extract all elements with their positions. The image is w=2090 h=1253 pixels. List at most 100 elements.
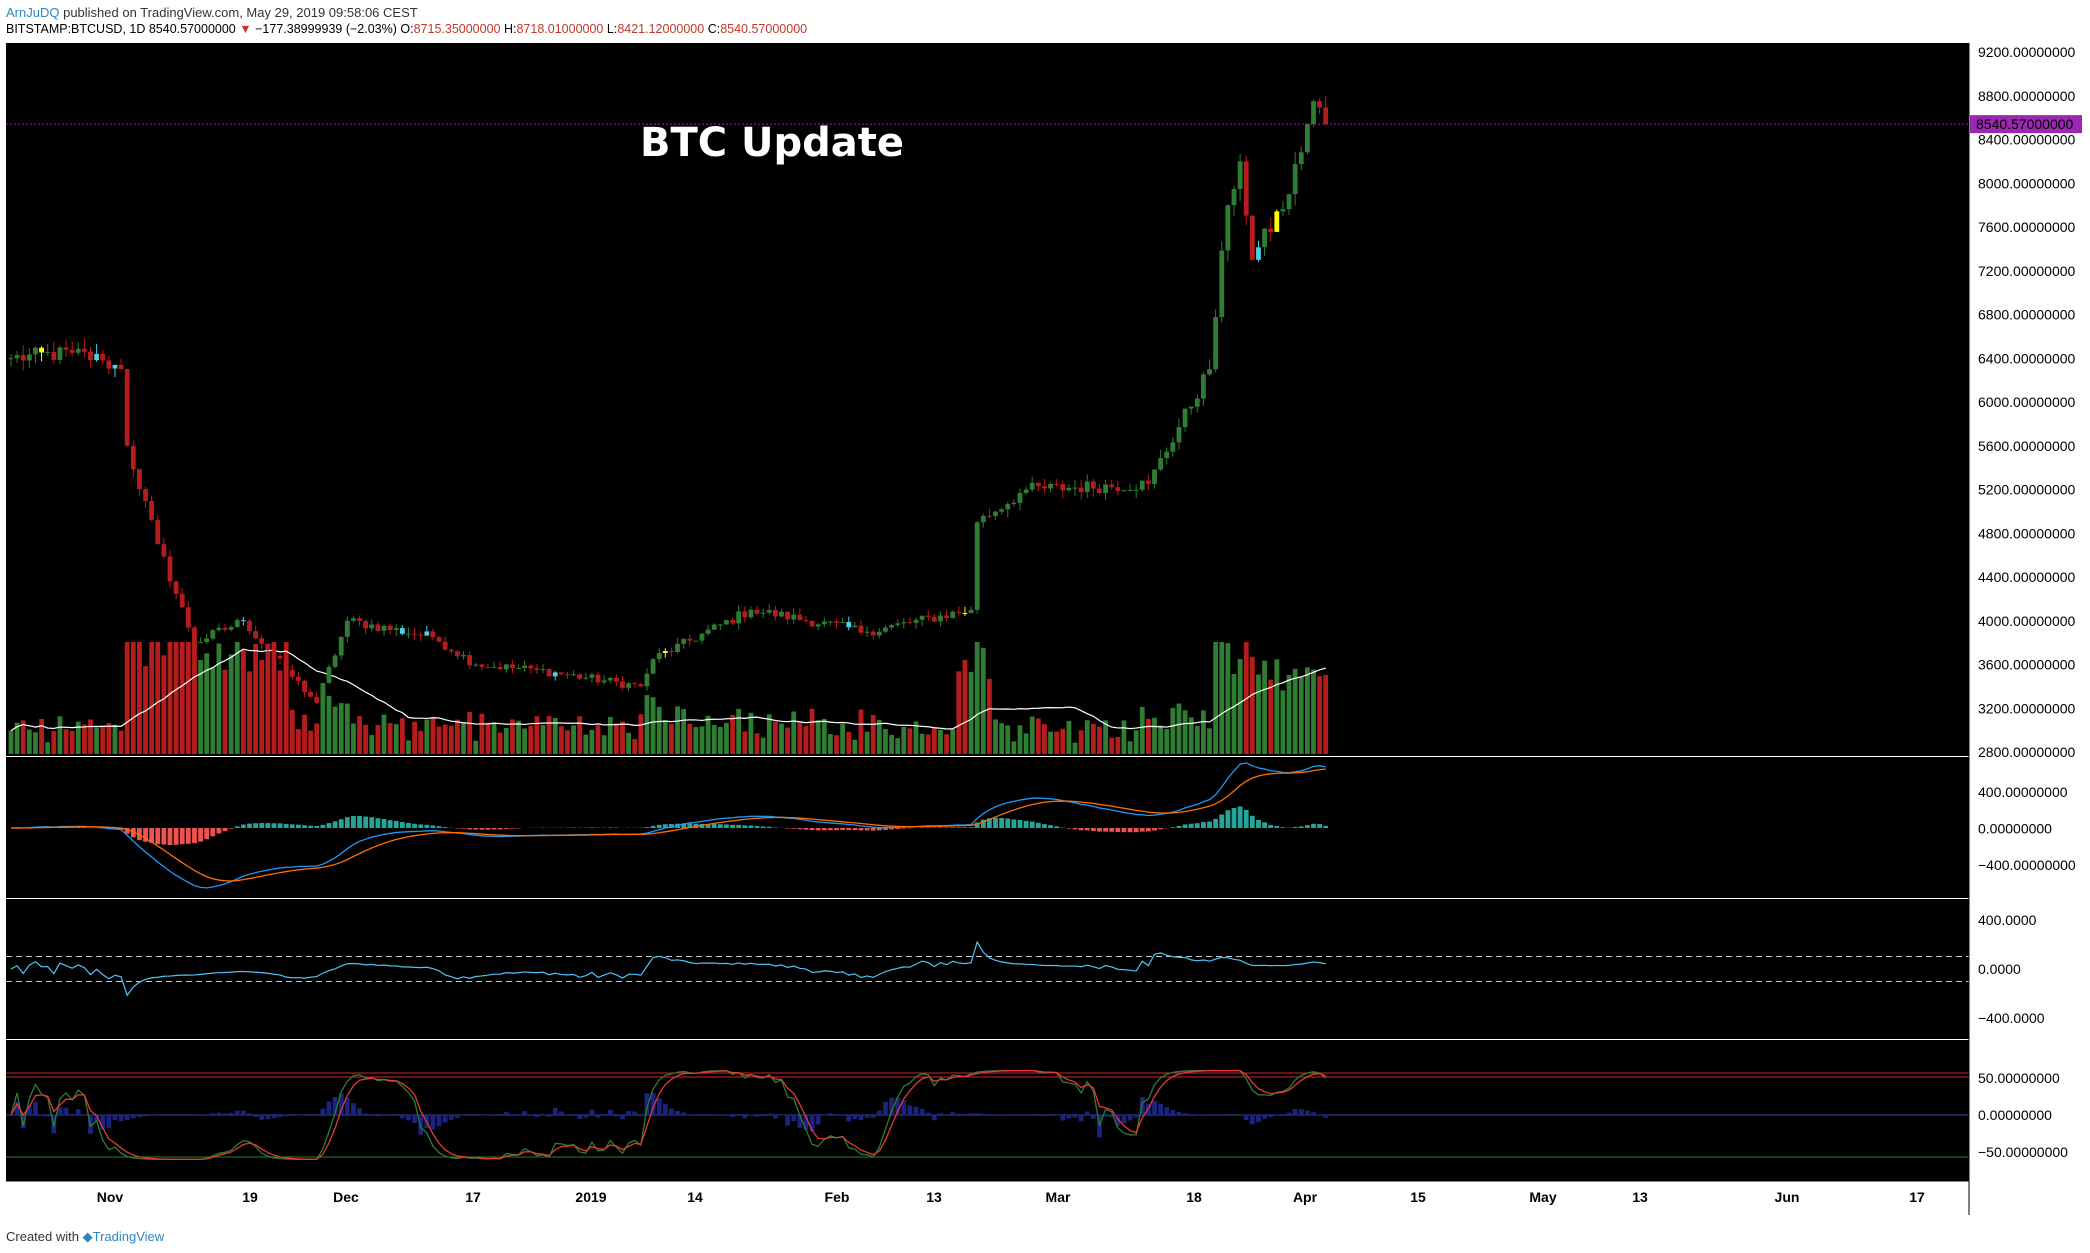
osc-histogram-bar	[821, 1115, 827, 1116]
macd-histogram-bar	[1103, 828, 1108, 832]
y-tick-label: 9200.00000000	[1978, 44, 2076, 60]
candle-body	[717, 624, 723, 626]
osc-histogram-bar	[809, 1115, 815, 1132]
x-tick-label: 17	[465, 1189, 481, 1205]
volume-bar	[1048, 731, 1053, 754]
macd-histogram-bar	[1249, 815, 1255, 828]
volume-bar	[1158, 725, 1164, 754]
osc-histogram-bar	[607, 1109, 613, 1115]
publish-info: ArnJuDQ published on TradingView.com, Ma…	[6, 5, 418, 20]
osc-histogram-bar	[375, 1115, 381, 1117]
osc-histogram-bar	[436, 1115, 442, 1127]
candle-body	[1170, 442, 1176, 452]
volume-bar	[913, 721, 919, 754]
macd-histogram-bar	[1066, 828, 1072, 829]
pane-cci[interactable]	[6, 899, 1969, 1039]
y-tick-label: 5200.00000000	[1978, 482, 2076, 498]
candle-body	[344, 620, 350, 637]
candle-body	[149, 500, 155, 520]
candle-body	[228, 626, 234, 630]
candle-body	[454, 651, 460, 657]
volume-bar	[1017, 725, 1023, 754]
volume-bar	[626, 732, 632, 754]
candle-body	[1121, 490, 1127, 492]
volume-bar	[650, 697, 656, 754]
osc-histogram-bar	[889, 1097, 894, 1115]
candle-body	[809, 620, 815, 627]
candle-body	[57, 347, 63, 360]
osc-histogram-bar	[75, 1109, 81, 1115]
candle-body	[528, 665, 534, 669]
candle-body	[601, 680, 607, 683]
volume-bar	[613, 723, 619, 754]
volume-bar	[711, 724, 717, 754]
x-tick-label: 14	[687, 1189, 703, 1205]
osc-histogram-bar	[772, 1115, 778, 1119]
osc-histogram-bar	[234, 1110, 240, 1115]
chart-canvas[interactable]: 9200.000000008800.000000008400.000000008…	[0, 40, 2090, 1215]
candle-body	[1256, 247, 1261, 260]
candle-body	[1029, 482, 1035, 490]
osc-histogram-bar	[1121, 1115, 1127, 1124]
osc-histogram-bar	[1268, 1115, 1274, 1118]
candle-body	[693, 640, 699, 642]
osc-histogram-bar	[632, 1111, 638, 1115]
macd-histogram-bar	[766, 826, 772, 828]
candle-body	[779, 611, 784, 617]
volume-bar	[1249, 656, 1255, 754]
candle-body	[754, 609, 760, 614]
volume-bar	[644, 695, 650, 754]
volume-bar	[399, 718, 405, 754]
osc-histogram-bar	[1078, 1115, 1084, 1122]
osc-histogram-bar	[100, 1115, 106, 1130]
volume-bar	[418, 730, 424, 754]
candle-body	[185, 607, 191, 628]
candle-body	[815, 624, 821, 627]
osc-histogram-bar	[124, 1115, 130, 1120]
candle-body	[302, 680, 307, 693]
candle-body	[1011, 502, 1017, 505]
candle-body	[1292, 164, 1298, 195]
candle-body	[1182, 408, 1188, 428]
macd-histogram-bar	[772, 827, 778, 828]
candle-body	[803, 619, 809, 621]
pane-price[interactable]	[6, 43, 1969, 756]
y-tick-label: 3200.00000000	[1978, 700, 2076, 716]
osc-histogram-bar	[779, 1115, 784, 1116]
macd-histogram-bar	[1219, 814, 1225, 828]
macd-histogram-bar	[1176, 825, 1182, 828]
osc-histogram-bar	[1170, 1110, 1176, 1115]
macd-histogram-bar	[883, 828, 888, 830]
volume-bar	[540, 725, 546, 754]
author-link[interactable]: ArnJuDQ	[6, 5, 60, 20]
osc-histogram-bar	[1090, 1115, 1096, 1119]
y-tick-label: 6400.00000000	[1978, 350, 2076, 366]
osc-histogram-bar	[1256, 1115, 1261, 1123]
macd-histogram-bar	[393, 820, 399, 828]
macd-histogram-bar	[925, 827, 931, 828]
osc-histogram-bar	[467, 1115, 473, 1116]
low-value: 8421.12000000	[617, 22, 705, 36]
candle-body	[656, 653, 662, 660]
candle-body	[632, 683, 638, 685]
osc-histogram-bar	[1188, 1113, 1194, 1115]
volume-bar	[308, 730, 314, 754]
osc-histogram-bar	[858, 1115, 864, 1121]
macd-histogram-bar	[1023, 820, 1029, 828]
osc-fast-line	[10, 1069, 1327, 1161]
volume-bar	[864, 731, 870, 754]
macd-histogram-bar	[399, 822, 405, 828]
macd-histogram-bar	[510, 828, 515, 829]
candle-body	[473, 664, 479, 666]
osc-histogram-bar	[1311, 1112, 1316, 1115]
candle-body	[1188, 406, 1194, 409]
candle-body	[253, 631, 258, 639]
volume-bar	[968, 671, 974, 754]
volume-bar	[1225, 643, 1231, 754]
volume-bar	[259, 659, 265, 754]
macd-histogram-bar	[149, 828, 155, 843]
macd-histogram-bar	[216, 828, 222, 834]
osc-histogram-bar	[63, 1107, 69, 1115]
tradingview-link[interactable]: TradingView	[92, 1229, 165, 1244]
candle-body	[1262, 228, 1267, 248]
